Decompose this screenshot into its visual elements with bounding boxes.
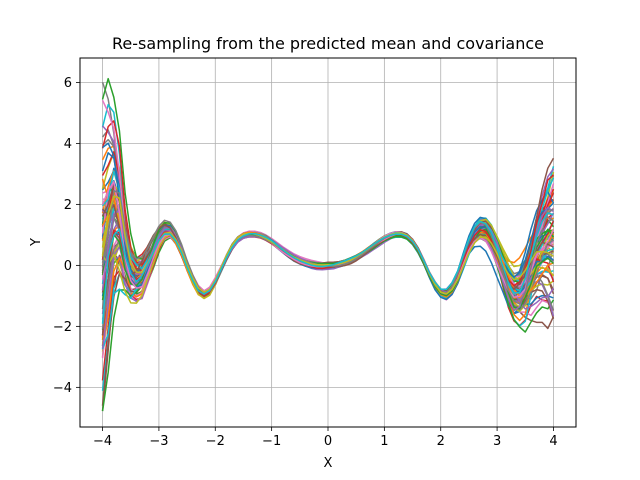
x-tick-label-2: −2: [206, 434, 225, 449]
sample-line-79: [101, 212, 554, 324]
y-tick-label-1: −2: [53, 320, 72, 335]
y-tick-label-4: 4: [64, 137, 72, 152]
x-tick-label-1: −3: [149, 434, 168, 449]
chart-title: Re-sampling from the predicted mean and …: [112, 34, 544, 53]
y-axis-ticks: −4 −2 0 2 4 6: [53, 76, 80, 396]
x-tick-label-6: 2: [437, 434, 445, 449]
x-axis-ticks: −4 −3 −2 −1 0 1 2 3 4: [93, 427, 558, 449]
x-tick-label-0: −4: [93, 434, 112, 449]
x-tick-label-8: 4: [549, 434, 557, 449]
y-axis-label: Y: [29, 238, 44, 247]
x-tick-label-5: 1: [380, 434, 388, 449]
grid: [80, 58, 576, 427]
x-axis-label: X: [324, 456, 333, 471]
y-tick-label-0: −4: [53, 381, 72, 396]
x-tick-label-4: 0: [324, 434, 332, 449]
y-tick-label-3: 2: [64, 198, 72, 213]
x-tick-label-3: −1: [262, 434, 281, 449]
y-tick-label-5: 6: [64, 76, 72, 91]
sample-line-78: [101, 195, 554, 295]
x-tick-label-7: 3: [493, 434, 501, 449]
y-tick-label-2: 0: [64, 259, 72, 274]
sample-lines: [101, 77, 555, 412]
